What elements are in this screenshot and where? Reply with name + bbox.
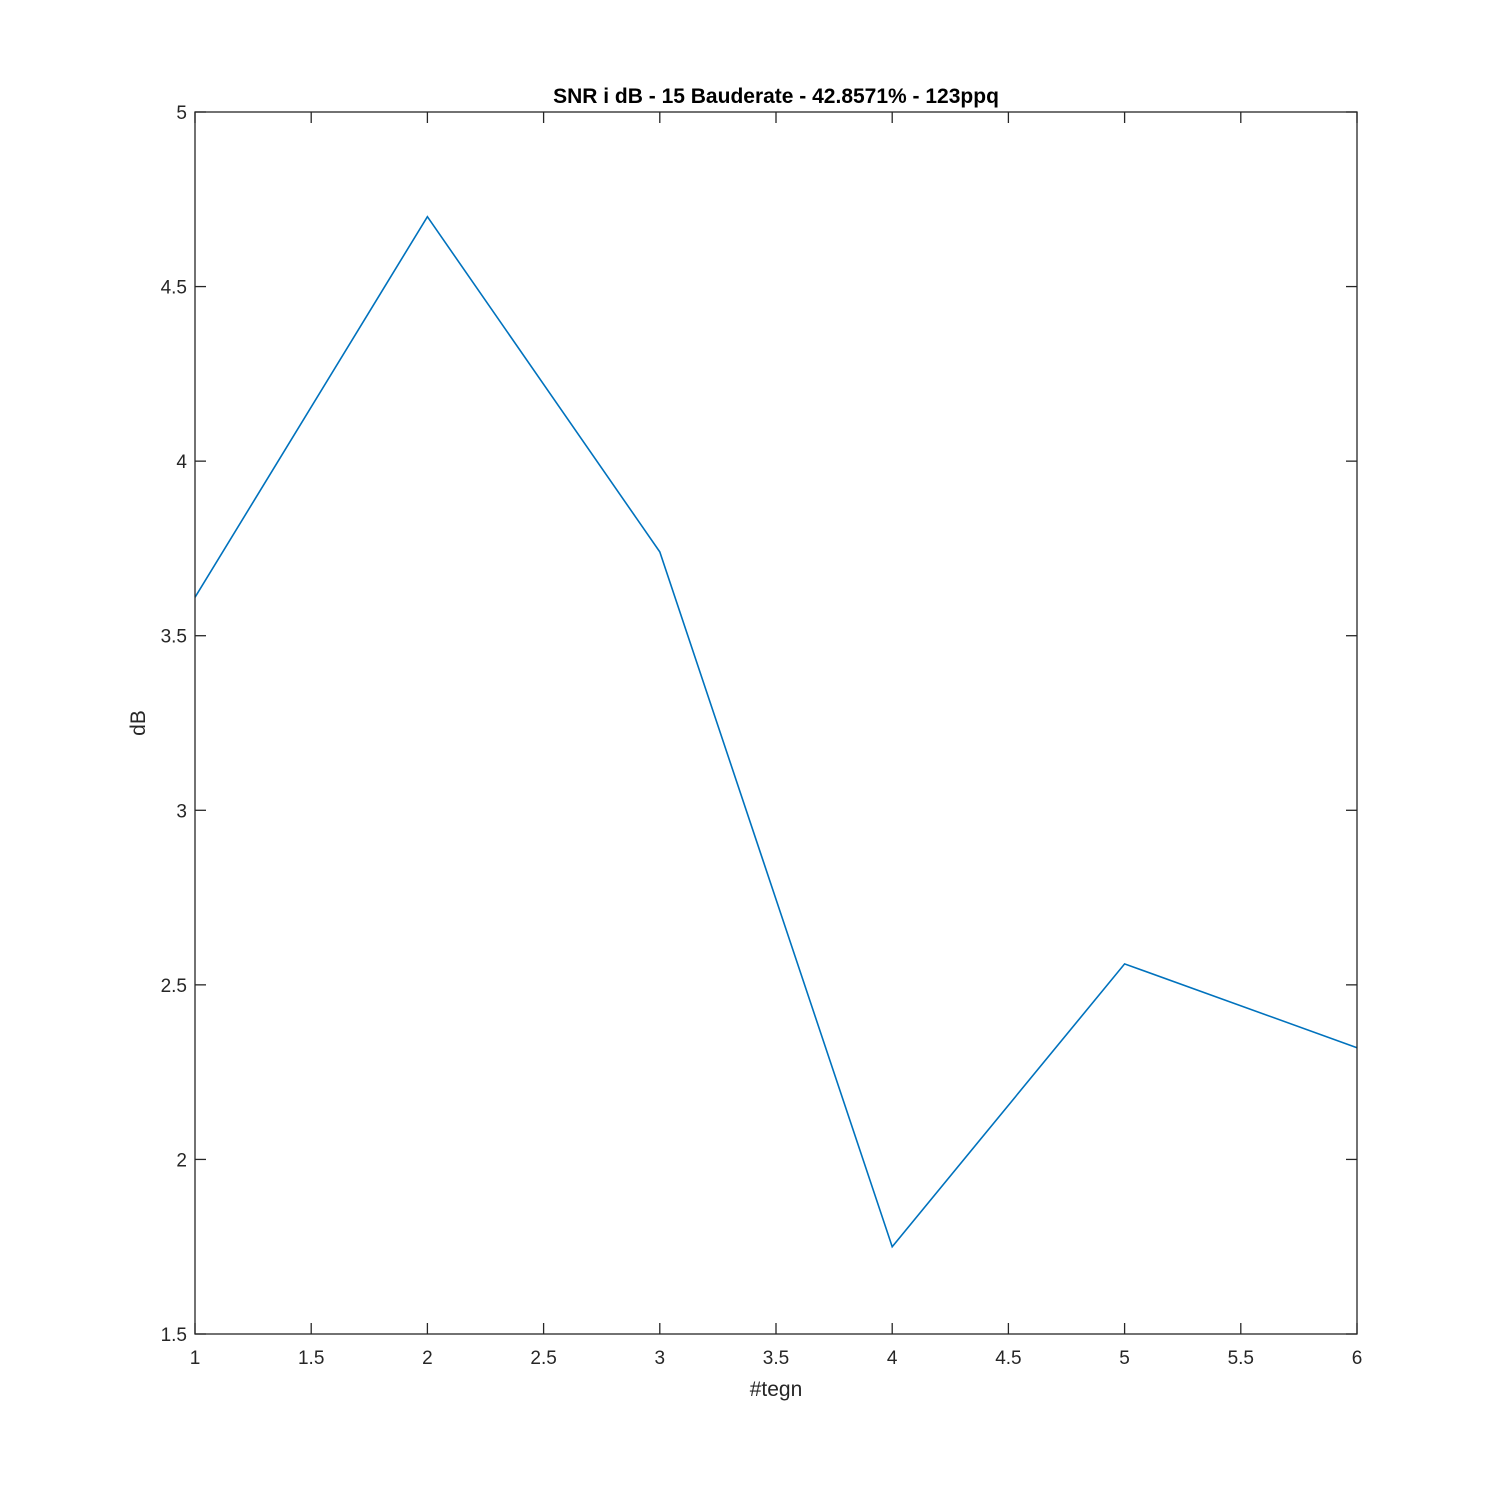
x-tick-label: 1.5 [298, 1348, 324, 1369]
x-tick-label: 5 [1119, 1348, 1130, 1369]
y-tick-label: 2 [176, 1150, 187, 1171]
plot-area [194, 215, 1358, 1249]
y-tick-label: 4 [176, 452, 187, 473]
y-tick-label: 2.5 [161, 976, 187, 997]
x-axis-ticks: 1 1.5 2 2.5 3 3.5 4 4.5 5 5.5 6 [190, 112, 1363, 1369]
y-tick-label: 4.5 [161, 278, 187, 299]
x-tick-label: 3 [655, 1348, 666, 1369]
x-tick-label: 3.5 [763, 1348, 789, 1369]
x-tick-label: 1 [190, 1348, 201, 1369]
x-tick-label: 4.5 [995, 1348, 1021, 1369]
y-tick-label: 3.5 [161, 627, 187, 648]
x-tick-label: 6 [1352, 1348, 1363, 1369]
y-axis-label: dB [127, 710, 150, 736]
x-tick-label: 2.5 [530, 1348, 556, 1369]
y-tick-label: 1.5 [161, 1325, 187, 1346]
x-tick-label: 5.5 [1228, 1348, 1254, 1369]
y-tick-label: 5 [176, 103, 187, 124]
x-tick-label: 4 [887, 1348, 898, 1369]
chart-title: SNR i dB - 15 Bauderate - 42.8571% - 123… [553, 85, 999, 108]
y-tick-label: 3 [176, 801, 187, 822]
x-axis-label: #tegn [750, 1378, 803, 1401]
series-line-1 [194, 215, 1358, 1249]
y-axis-ticks: 1.5 2 2.5 3 3.5 4 4.5 5 [161, 103, 1357, 1346]
x-tick-label: 2 [422, 1348, 433, 1369]
